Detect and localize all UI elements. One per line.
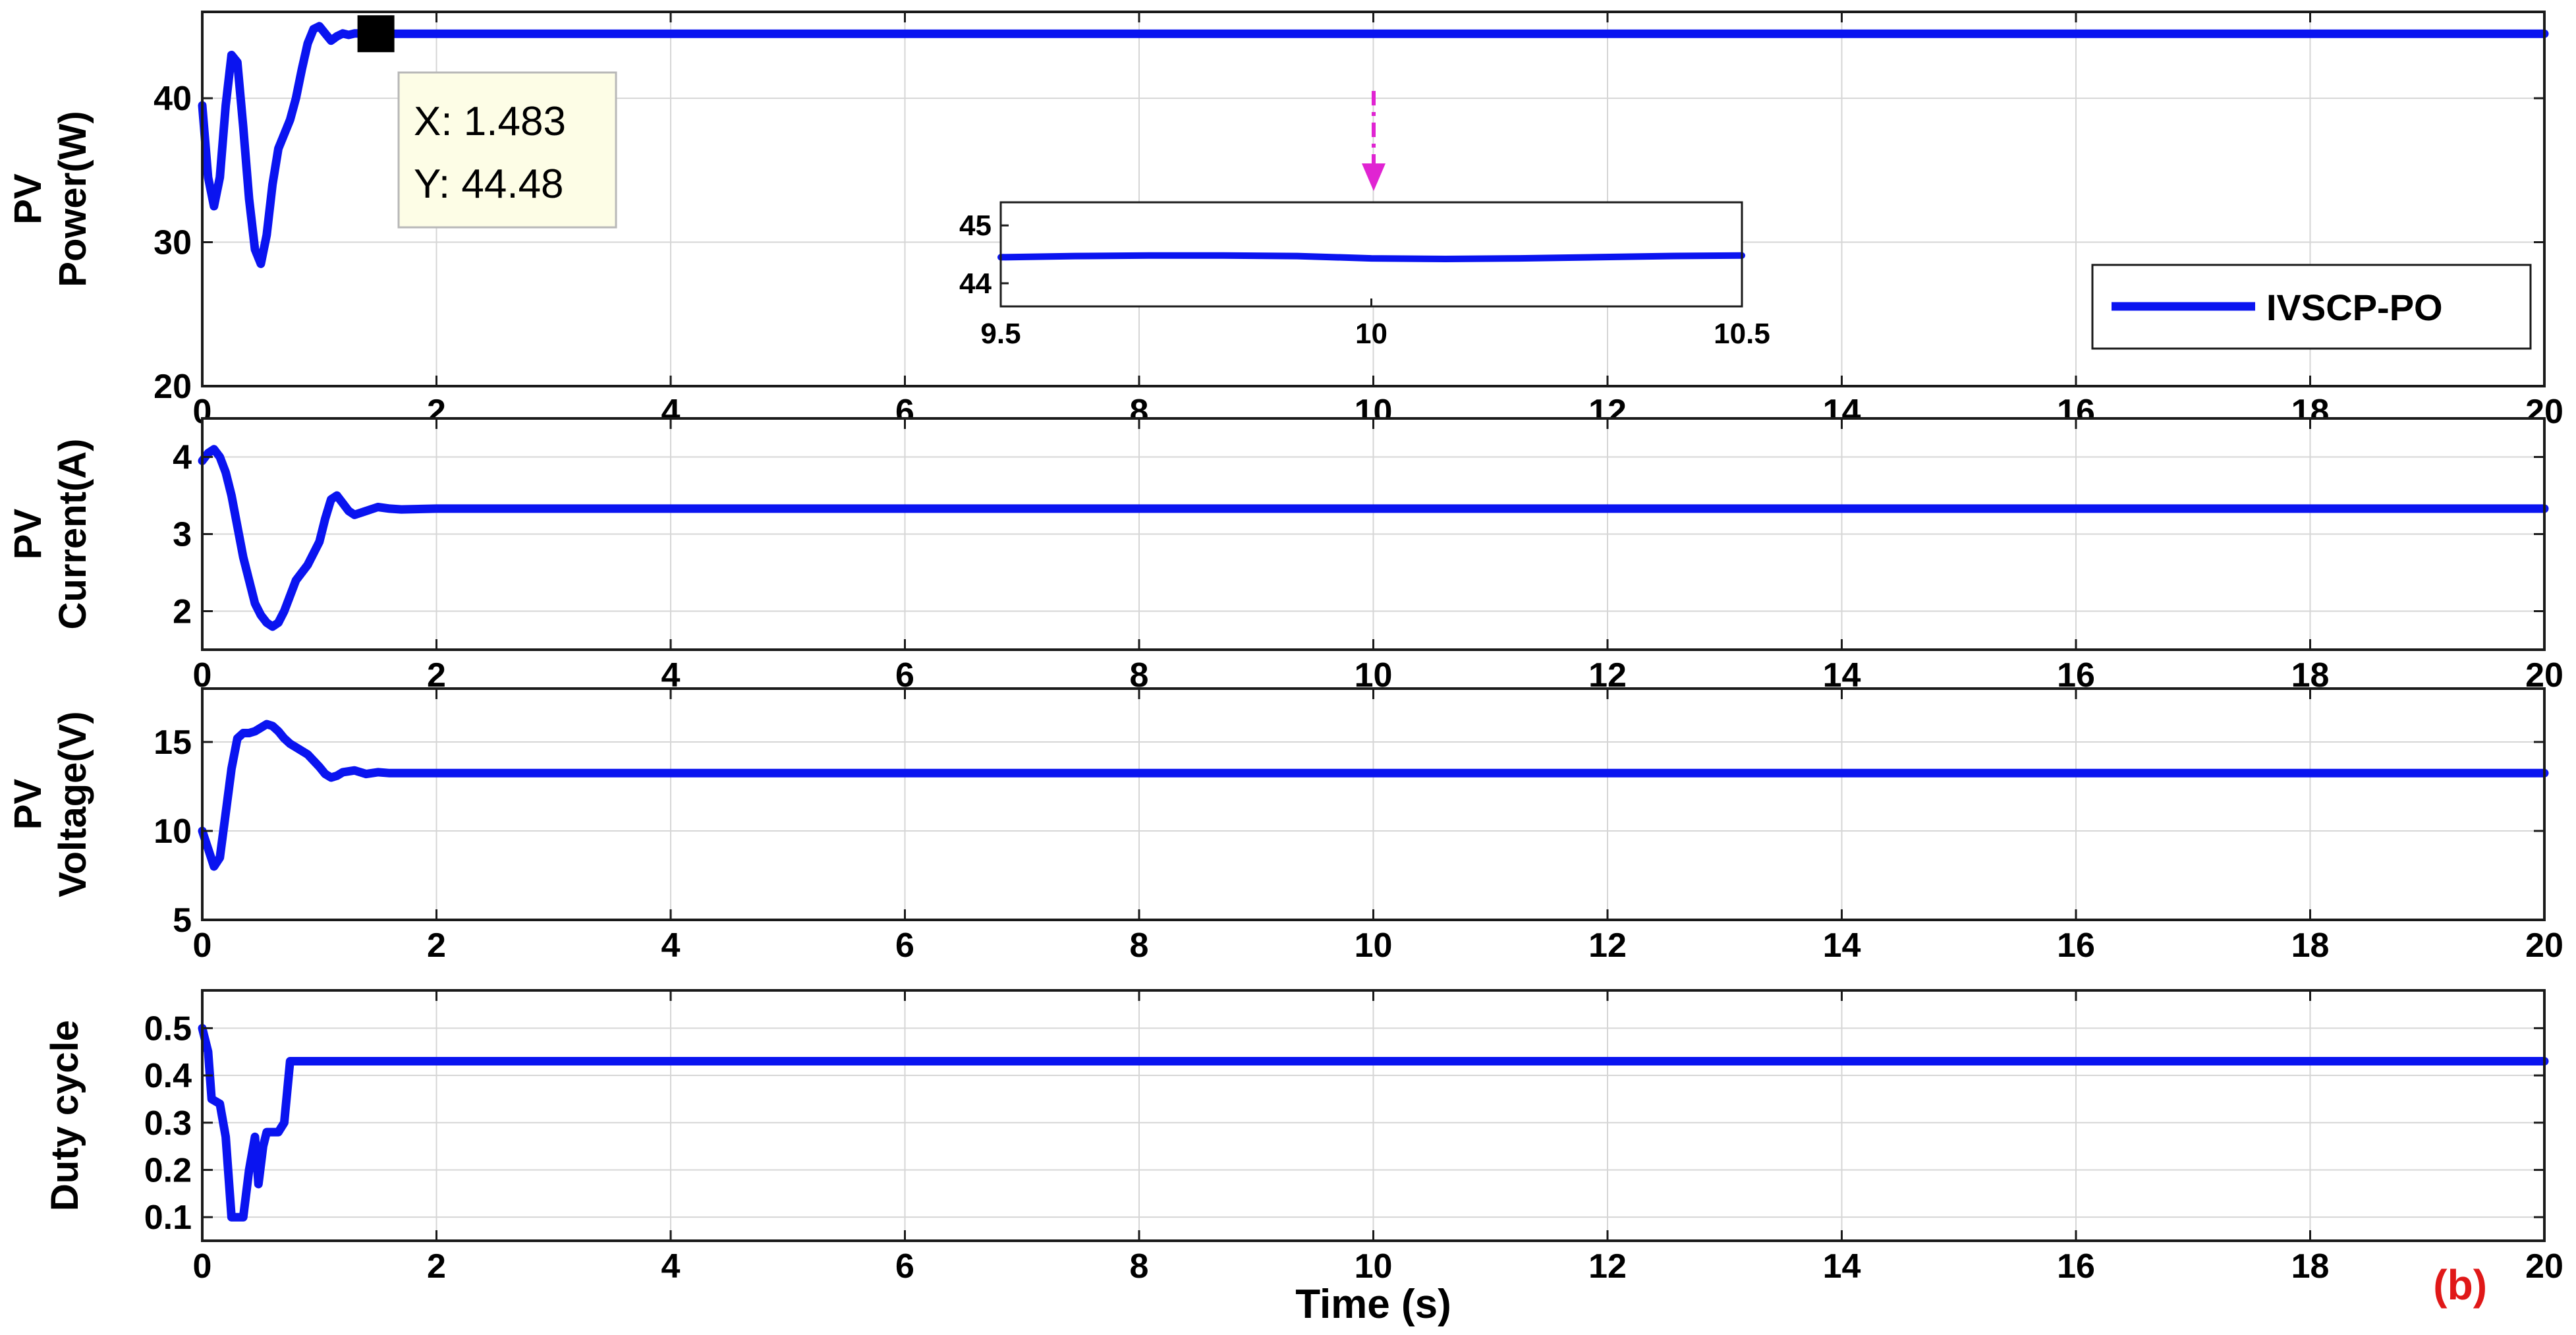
x-tick-label: 20 <box>2525 1247 2563 1286</box>
panel-duty: 0 2 4 6 8 10 12 14 16 18 20 0.1 0.2 0.3 0.4 0.5 Duty cyc… <box>43 989 2563 1327</box>
inset-x-tick-label: 10 <box>1355 318 1387 350</box>
x-tick-label: 14 <box>1823 1247 1861 1286</box>
x-tick-label: 6 <box>895 926 914 965</box>
x-tick-label: 14 <box>1823 926 1861 965</box>
x-tick-label: 18 <box>2291 926 2330 965</box>
inset-x-tick-label: 9.5 <box>980 318 1021 350</box>
figure-tag: (b) <box>2433 1261 2487 1309</box>
x-tick-label: 4 <box>661 1247 681 1286</box>
y-axis-label: PV <box>7 509 49 560</box>
y-axis-label: PV <box>7 779 49 830</box>
series-line-current <box>198 445 2549 631</box>
x-tick-label: 0 <box>193 1247 212 1286</box>
y-tick-label: 0.5 <box>144 1009 192 1048</box>
inset-y-tick-label: 45 <box>959 210 992 242</box>
x-tick-label: 6 <box>895 1247 914 1286</box>
x-tick-label: 12 <box>1588 926 1627 965</box>
y-axis-label: Current(A) <box>51 439 94 630</box>
x-tick-label: 10 <box>1355 926 1393 965</box>
x-tick-label: 8 <box>1130 1247 1149 1286</box>
x-axis-label: Time (s) <box>1295 1282 1451 1327</box>
x-tick-label: 0 <box>193 926 212 965</box>
y-tick-label: 0.1 <box>144 1199 192 1237</box>
y-tick-label: 15 <box>154 724 192 762</box>
panel-voltage: 0 2 4 6 8 10 12 14 16 18 20 5 10 15 PV Voltage(V) <box>7 687 2563 965</box>
x-tick-label: 2 <box>427 1247 446 1286</box>
datatip-marker[interactable] <box>357 15 395 53</box>
x-tick-label: 16 <box>2057 1247 2095 1286</box>
series-line-power <box>198 22 2549 268</box>
y-tick-label: 10 <box>154 812 192 851</box>
y-tick-label: 2 <box>173 593 192 631</box>
y-axis-label: Power(W) <box>51 111 94 287</box>
legend-label: IVSCP-PO <box>2266 287 2443 328</box>
datatip[interactable]: X: 1.483 Y: 44.48 <box>397 71 617 229</box>
y-axis-label: Voltage(V) <box>51 711 94 897</box>
inset-x-tick-label: 10.5 <box>1714 318 1770 350</box>
x-tick-label: 12 <box>1588 1247 1627 1286</box>
datatip-x: X: 1.483 <box>414 99 566 144</box>
y-tick-label: 0.4 <box>144 1057 192 1095</box>
legend[interactable]: IVSCP-PO <box>2091 264 2532 350</box>
datatip-y: Y: 44.48 <box>414 161 564 207</box>
x-tick-label: 10 <box>1355 1247 1393 1286</box>
series-line-voltage <box>198 720 2549 871</box>
y-tick-label: 5 <box>173 901 192 940</box>
x-tick-label: 16 <box>2057 926 2095 965</box>
x-tick-label: 18 <box>2291 1247 2330 1286</box>
annotation-arrowhead <box>1362 163 1386 191</box>
y-tick-label: 20 <box>154 368 192 406</box>
x-tick-label: 2 <box>427 926 446 965</box>
x-tick-label: 8 <box>1130 926 1149 965</box>
y-tick-label: 0.3 <box>144 1104 192 1143</box>
zoom-inset: 9.5 10 10.5 44 45 <box>959 201 1770 350</box>
y-axis-label: PV <box>7 173 49 225</box>
y-tick-label: 3 <box>173 516 192 554</box>
x-tick-label: 4 <box>661 926 681 965</box>
y-tick-label: 40 <box>154 80 192 118</box>
x-tick-label: 20 <box>2525 926 2563 965</box>
y-tick-label: 4 <box>173 439 192 477</box>
inset-y-tick-label: 44 <box>959 268 992 300</box>
series-line-duty <box>198 1023 2549 1222</box>
y-tick-label: 0.2 <box>144 1151 192 1189</box>
inset-series-line <box>997 252 1745 262</box>
y-axis-label: Duty cycle <box>43 1020 86 1211</box>
datatip-box <box>397 71 617 229</box>
y-tick-label: 30 <box>154 224 192 262</box>
